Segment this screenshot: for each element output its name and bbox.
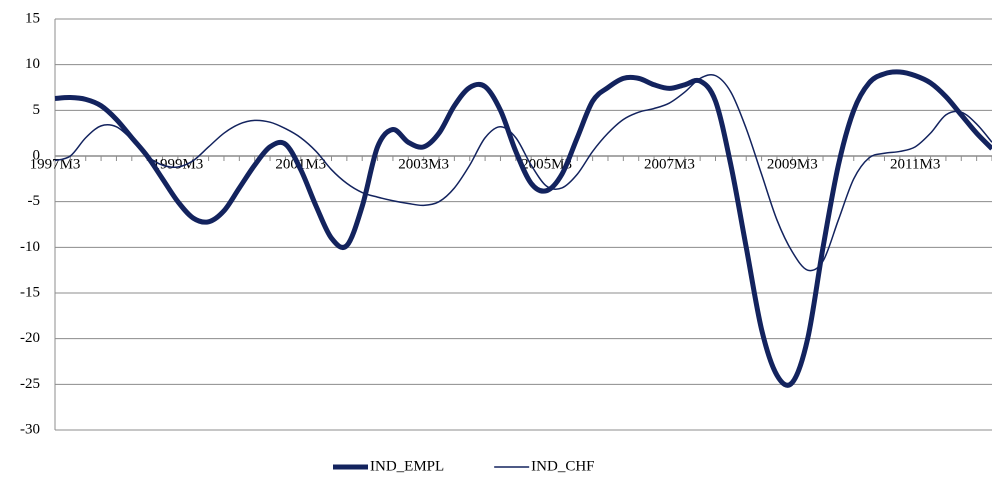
y-tick-label: 5 (33, 102, 41, 118)
legend-label: IND_EMPL (370, 458, 444, 474)
y-tick-label: 0 (33, 147, 41, 163)
x-tick-label: 1999M3 (152, 156, 203, 172)
y-tick-label: -15 (20, 284, 40, 300)
y-tick-label: -25 (20, 376, 40, 392)
y-tick-label: 15 (25, 10, 40, 26)
line-series (54, 73, 992, 272)
x-tick-label: 1997M3 (30, 156, 81, 172)
x-tick-label: 2003M3 (398, 156, 449, 172)
y-tick-label: -5 (28, 193, 41, 209)
x-tick-label: 2009M3 (767, 156, 818, 172)
legend-label: IND_CHF (531, 458, 594, 474)
x-tick-label: 2011M3 (890, 156, 940, 172)
x-tick-label: 2007M3 (644, 156, 695, 172)
y-tick-label: -30 (20, 421, 40, 437)
y-tick-label: 10 (25, 56, 40, 72)
y-tick-label: -20 (20, 330, 40, 346)
y-tick-label: -10 (20, 239, 40, 255)
line-series (54, 69, 992, 388)
